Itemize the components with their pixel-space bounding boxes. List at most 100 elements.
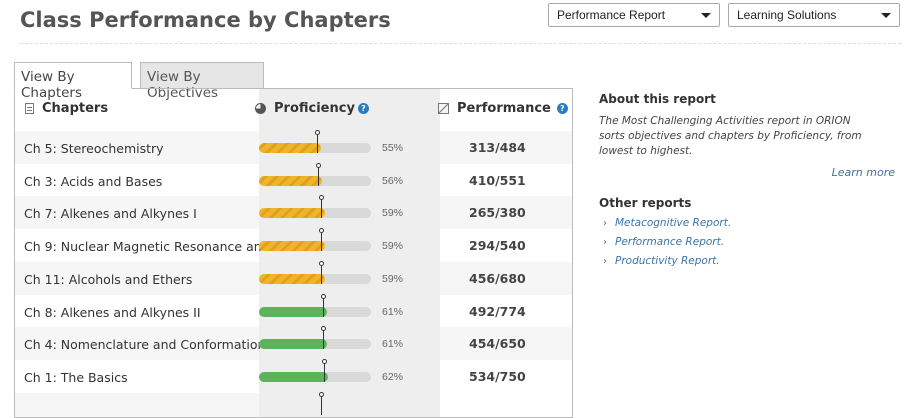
proficiency-bar	[259, 326, 371, 350]
chevron-down-icon	[881, 13, 891, 18]
header-chapters[interactable]: Chapters	[25, 101, 108, 116]
learn-more-link[interactable]: Learn more	[831, 166, 895, 179]
proficiency-marker	[321, 326, 327, 350]
chapter-name[interactable]: Ch 3: Acids and Bases	[24, 173, 163, 189]
proficiency-bar-fill	[259, 175, 322, 186]
proficiency-bar	[259, 358, 371, 382]
chapter-name[interactable]: Ch 8: Alkenes and Alkynes II	[24, 304, 201, 320]
proficiency-bar	[259, 293, 371, 317]
performance-value: 454/650	[469, 336, 526, 352]
proficiency-bar	[259, 228, 371, 252]
chapter-name[interactable]: Ch 7: Alkenes and Alkynes I	[24, 206, 197, 222]
pie-chart-icon	[255, 103, 266, 114]
proficiency-percent: 56%	[382, 174, 404, 187]
chevron-right-icon: ›	[603, 237, 607, 248]
help-icon[interactable]: ?	[357, 103, 369, 114]
proficiency-marker	[322, 358, 328, 382]
header-chapters-label: Chapters	[42, 101, 109, 116]
proficiency-bar	[259, 195, 371, 219]
table-row[interactable]: Ch 4: Nomenclature and Conformation... 61…	[15, 326, 572, 361]
help-icon[interactable]: ?	[556, 103, 568, 114]
proficiency-percent: 59%	[382, 240, 404, 253]
table-row[interactable]: Ch 11: Alcohols and Ethers 59% 456/680	[15, 260, 572, 295]
productivity-report-link[interactable]: › Productivity Report.	[603, 255, 720, 267]
proficiency-percent: 55%	[382, 142, 404, 154]
proficiency-percent: 62%	[382, 370, 404, 383]
line-chart-icon	[438, 103, 449, 114]
table-row[interactable]: Ch 3: Acids and Bases 56% 410/551	[15, 162, 572, 197]
proficiency-percent: 61%	[382, 305, 404, 318]
header-proficiency-label: Proficiency	[274, 101, 355, 116]
chevron-down-icon	[701, 13, 711, 18]
report-type-select-value: Performance Report	[557, 8, 666, 22]
document-icon	[25, 103, 34, 114]
performance-cell	[440, 327, 572, 361]
performance-cell	[440, 131, 572, 164]
chapter-name[interactable]: Ch 9: Nuclear Magnetic Resonance and...	[24, 239, 282, 255]
proficiency-bar-fill	[259, 143, 321, 153]
about-text: The Most Challenging Activities report i…	[599, 115, 862, 157]
chapter-name[interactable]: Ch 5: Stereochemistry	[24, 141, 164, 156]
tab-view-by-chapters[interactable]: View By Chapters	[14, 62, 132, 101]
chapter-cell	[15, 261, 259, 295]
proficiency-marker	[314, 130, 320, 153]
table-row[interactable]: Ch 7: Alkenes and Alkynes I 59% 265/380	[15, 195, 572, 230]
chevron-right-icon: ›	[603, 218, 607, 229]
proficiency-percent: 59%	[382, 207, 404, 220]
table-row[interactable]: Ch 1: The Basics 62% 534/750	[15, 358, 572, 393]
proficiency-bar	[259, 260, 371, 284]
proficiency-bar-fill	[259, 241, 326, 252]
performance-value: 265/380	[469, 205, 526, 221]
proficiency-bar-fill	[259, 306, 328, 317]
proficiency-percent: 59%	[382, 272, 404, 285]
table-header: Chapters Proficiency ? Performance ?	[15, 89, 572, 127]
chapter-name[interactable]: Ch 11: Alcohols and Ethers	[24, 271, 193, 287]
table-row[interactable]	[15, 391, 572, 417]
title-divider	[20, 43, 901, 44]
header-performance[interactable]: Performance ?	[438, 101, 568, 116]
chevron-right-icon: ›	[603, 256, 607, 267]
proficiency-bar-fill	[259, 339, 328, 350]
proficiency-bar	[259, 391, 371, 415]
page-title: Class Performance by Chapters	[20, 8, 391, 32]
performance-value: 313/484	[469, 140, 526, 155]
report-link-label: Productivity Report.	[615, 255, 720, 267]
performance-value: 534/750	[469, 368, 526, 384]
table-row[interactable]: Ch 9: Nuclear Magnetic Resonance and... 5…	[15, 228, 572, 262]
learning-solutions-select-value: Learning Solutions	[737, 8, 837, 22]
metacognitive-report-link[interactable]: › Metacognitive Report.	[603, 217, 731, 229]
table-row[interactable]: Ch 8: Alkenes and Alkynes II 61% 492/774	[15, 293, 572, 328]
proficiency-marker	[319, 228, 325, 252]
other-reports-title: Other reports	[599, 196, 692, 210]
performance-value: 492/774	[469, 303, 526, 319]
chapter-cell	[15, 327, 259, 361]
performance-value: 294/540	[469, 238, 526, 254]
performance-cell	[440, 261, 572, 295]
proficiency-bar-fill	[259, 371, 329, 382]
header-performance-label: Performance	[457, 101, 551, 116]
proficiency-marker	[321, 293, 327, 317]
proficiency-marker	[315, 162, 321, 186]
performance-report-link[interactable]: › Performance Report.	[603, 236, 724, 248]
report-type-select[interactable]: Performance Report	[548, 3, 720, 27]
proficiency-bar	[259, 162, 371, 186]
chapter-name[interactable]: Ch 1: The Basics	[24, 369, 128, 385]
report-link-label: Metacognitive Report.	[615, 217, 732, 229]
chapters-table: Chapters Proficiency ? Performance ? Ch …	[14, 88, 573, 418]
tab-view-by-objectives[interactable]: View By Objectives	[140, 62, 264, 101]
chapter-name[interactable]: Ch 4: Nomenclature and Conformation...	[24, 337, 278, 353]
chapter-cell	[15, 131, 259, 164]
learning-solutions-select[interactable]: Learning Solutions	[728, 3, 900, 27]
table-row[interactable]: Ch 5: Stereochemistry 55% 313/484	[15, 130, 572, 164]
proficiency-marker	[319, 195, 325, 219]
proficiency-percent: 61%	[382, 338, 404, 351]
proficiency-bar	[259, 130, 371, 153]
proficiency-marker	[319, 260, 325, 284]
performance-value: 456/680	[469, 270, 526, 286]
header-proficiency[interactable]: Proficiency ?	[255, 101, 369, 116]
performance-value: 410/551	[469, 172, 526, 188]
chapter-cell	[15, 392, 259, 417]
proficiency-bar-fill	[259, 273, 326, 284]
report-link-label: Performance Report.	[615, 236, 725, 248]
proficiency-bar-fill	[259, 208, 326, 219]
